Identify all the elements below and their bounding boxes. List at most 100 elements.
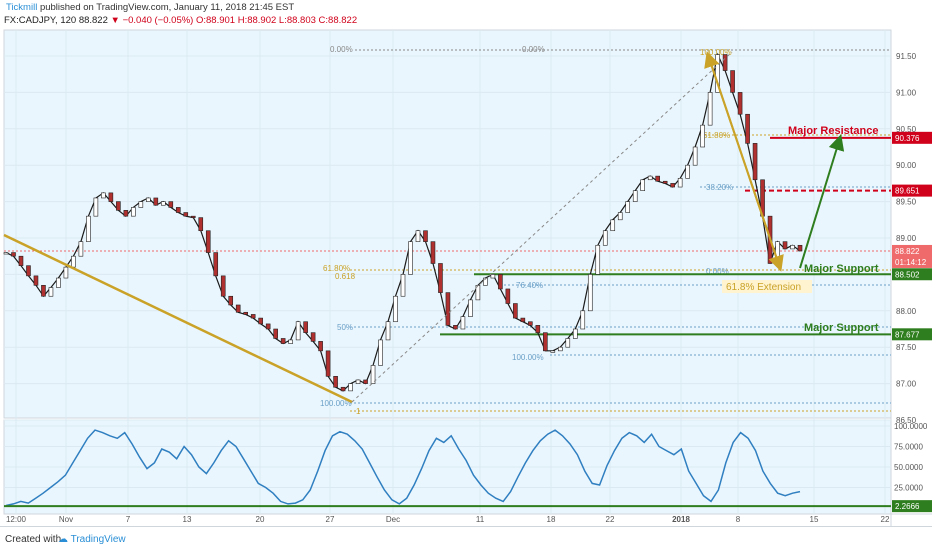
price-candle (370, 365, 376, 384)
price-candle (48, 287, 54, 297)
price-candle (310, 332, 316, 342)
price-candle (685, 164, 690, 179)
price-tag-text: 89.651 (895, 187, 920, 196)
price-candle (752, 143, 758, 181)
price-candle (378, 339, 383, 366)
price-candle (445, 292, 451, 326)
price-candle (86, 215, 91, 242)
time-tick-label: 22 (606, 515, 615, 524)
bullish-projection-arrow (799, 134, 845, 269)
osc-tick-label: 25.0000 (894, 484, 923, 493)
price-candle (572, 328, 578, 339)
price-candle (325, 350, 331, 377)
price-candle (453, 325, 458, 330)
price-candle (190, 215, 196, 218)
price-candle (183, 212, 189, 217)
price-candle (26, 265, 31, 277)
price-candle (550, 350, 556, 353)
symbol-name: FX:CADJPY, 120 (4, 15, 77, 26)
fib-label: 1 (356, 407, 361, 416)
up-projection-arrow (704, 51, 781, 269)
price-candle (235, 304, 241, 313)
time-tick-label: 11 (476, 515, 485, 524)
major-support-label-upper: Major Support (804, 263, 879, 275)
price-candle (558, 346, 563, 352)
price-candle (78, 241, 84, 257)
time-tick-label: 13 (183, 515, 192, 524)
price-tick-label: 90.50 (896, 125, 917, 134)
price-candle (617, 212, 623, 221)
price-candle (610, 219, 616, 232)
price-candle (468, 299, 473, 317)
price-candle (415, 230, 421, 242)
price-candle (498, 274, 503, 290)
major-resistance-label: Major Resistance (788, 125, 878, 137)
price-candle (63, 266, 69, 279)
fib-label: 76.40% (516, 281, 543, 290)
price-candle (116, 201, 121, 211)
price-candle (587, 274, 593, 312)
price-tick-label: 91.50 (896, 52, 917, 61)
price-candle (385, 321, 391, 341)
time-tick-label: 27 (326, 515, 335, 524)
price-tick-label: 89.50 (896, 198, 917, 207)
price-candle (700, 124, 705, 148)
price-candle (707, 92, 713, 126)
price-candle (483, 277, 488, 286)
price-axis: 91.5091.0090.5090.0089.5089.0088.5088.00… (896, 52, 917, 425)
price-pane[interactable] (3, 29, 892, 419)
time-tick-label: 22 (881, 515, 890, 524)
price-candle (647, 175, 653, 181)
time-tick-label: 8 (736, 515, 741, 524)
price-candle (273, 328, 278, 339)
price-candle (243, 311, 248, 315)
price-candle (393, 295, 398, 323)
price-candle (730, 70, 735, 93)
price-candle (528, 321, 533, 326)
price-candle (348, 383, 353, 392)
fib-label: 0.00% (522, 45, 545, 54)
price-tag (892, 131, 932, 144)
fib-label: 0.00% (330, 45, 353, 54)
price-tag (892, 255, 932, 268)
fib-label: 61.80% (323, 264, 350, 273)
fib-label: 38.20% (706, 183, 733, 192)
price-candle (355, 379, 361, 384)
price-candle (737, 92, 743, 115)
cloud-icon: ☁ (58, 534, 68, 545)
price-change: −0.040 (−0.05%) (122, 15, 194, 26)
price-candle (168, 201, 174, 208)
price-tick-label: 86.50 (896, 416, 917, 425)
publisher-name[interactable]: Tickmill (6, 2, 38, 13)
close-value: C:88.822 (318, 15, 358, 26)
high-value: H:88.902 (237, 15, 277, 26)
symbol-line: FX:CADJPY, 120 88.822 ▼ −0.040 (−0.05%) … (4, 15, 357, 26)
fib-label: 0.00% (706, 267, 729, 276)
price-candle (797, 244, 803, 252)
time-tick-label: 12:00 (6, 515, 27, 524)
price-candle (41, 285, 46, 297)
projection-arrows (3, 51, 845, 404)
trend-line (3, 233, 353, 404)
osc-tick-label: 75.0000 (894, 443, 923, 452)
key-levels (4, 136, 891, 336)
price-candle (580, 310, 586, 330)
price-candle (677, 178, 683, 188)
price-candle (408, 241, 413, 275)
price-tag-text: 88.822 (895, 247, 920, 256)
low-value: L:88.803 (278, 15, 316, 26)
price-candle (33, 275, 39, 286)
oscillator-series: 100.0000 75.0000 50.0000 25.0000 2.2666 (4, 422, 932, 513)
tradingview-logo[interactable]: ☁ TradingView (58, 534, 126, 545)
price-tag-text: 87.677 (895, 330, 920, 339)
price-tag (892, 184, 932, 197)
price-candle (460, 316, 466, 330)
fib-label: 61.80% (703, 131, 730, 140)
price-candle (138, 201, 144, 208)
price-tick-label: 88.00 (896, 307, 917, 316)
publish-info: published on TradingView.com, January 11… (39, 2, 295, 13)
price-tag-text: 01:14:12 (895, 258, 927, 267)
price-candle (205, 230, 211, 253)
price-candle (280, 338, 286, 344)
